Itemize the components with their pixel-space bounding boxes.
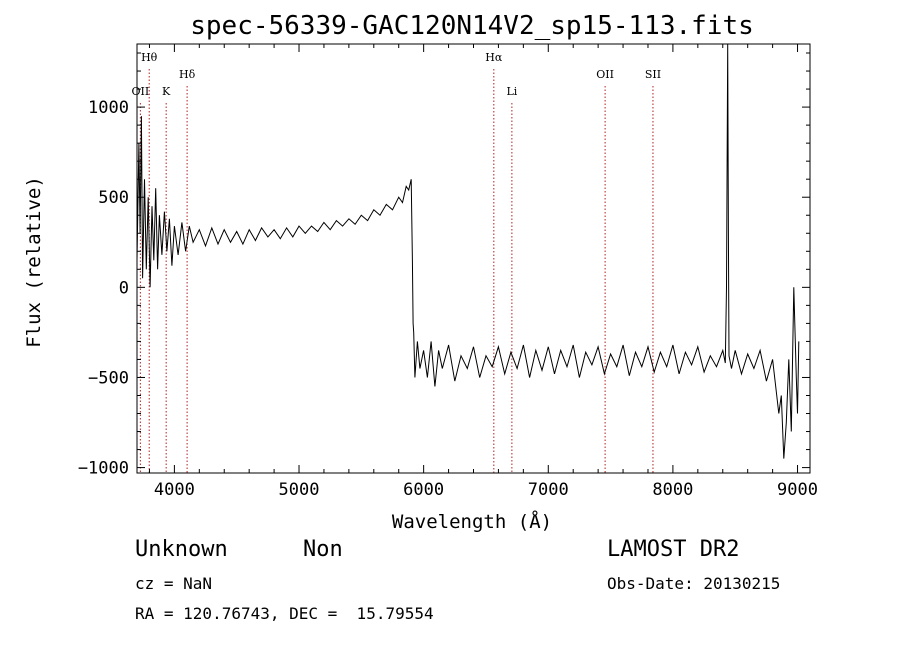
x-axis-label: Wavelength (Å) xyxy=(392,510,552,533)
y-axis-label: Flux (relative) xyxy=(23,176,45,348)
ra-dec-value: RA = 120.76743, DEC = 15.79554 xyxy=(135,604,434,623)
y-tick-label: −1000 xyxy=(78,459,129,479)
cz-value: cz = NaN xyxy=(135,574,213,593)
survey-label: LAMOST DR2 xyxy=(607,537,740,562)
x-tick-label: 6000 xyxy=(403,480,444,500)
spectral-line-label: OII xyxy=(132,85,150,98)
spectrum-series xyxy=(136,43,800,459)
x-tick-label: 8000 xyxy=(652,480,693,500)
spectral-line-label: SII xyxy=(645,68,661,81)
spectral-line-label: Hθ xyxy=(141,51,158,64)
spectral-line-label: K xyxy=(162,85,171,98)
spectral-line-label: Hα xyxy=(485,51,503,64)
y-tick-label: −500 xyxy=(88,368,129,388)
obs-date: Obs-Date: 20130215 xyxy=(607,574,781,593)
axis-ticks: 4000 5000 6000 7000 8000 9000 −1000 −500 0 500 100… xyxy=(78,44,818,500)
y-tick-label: 500 xyxy=(98,188,129,208)
y-tick-label: 1000 xyxy=(88,98,129,118)
x-tick-label: 7000 xyxy=(528,480,569,500)
x-tick-label: 9000 xyxy=(777,480,818,500)
x-tick-label: 4000 xyxy=(154,480,195,500)
spectral-line-label: OII xyxy=(596,68,614,81)
spectral-line-markers: OII Hθ K Hδ Hα Li OII SII xyxy=(132,51,661,473)
x-tick-label: 5000 xyxy=(279,480,320,500)
y-tick-label: 0 xyxy=(119,278,129,298)
plot-frame xyxy=(136,43,811,474)
class-label: Unknown xyxy=(135,537,228,562)
spectral-line-label: Li xyxy=(506,85,517,98)
spectrum-line xyxy=(136,43,800,459)
subclass-label: Non xyxy=(303,537,343,562)
spectral-line-label: Hδ xyxy=(179,68,196,81)
chart-title: spec-56339-GAC120N14V2_sp15-113.fits xyxy=(190,11,754,41)
